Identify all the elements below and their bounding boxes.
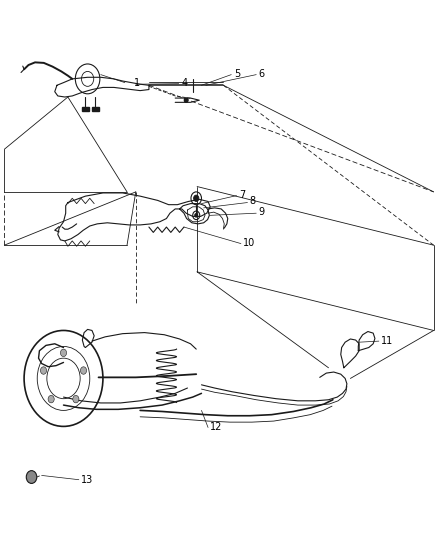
- Circle shape: [81, 367, 87, 374]
- Bar: [92, 107, 99, 111]
- Text: 13: 13: [81, 475, 93, 484]
- Circle shape: [194, 195, 199, 201]
- Text: 1: 1: [134, 78, 140, 87]
- Circle shape: [60, 349, 67, 357]
- Text: 10: 10: [243, 238, 255, 247]
- Bar: [82, 107, 89, 111]
- Circle shape: [40, 367, 46, 374]
- Text: 8: 8: [250, 197, 256, 206]
- Circle shape: [195, 214, 198, 217]
- Text: 5: 5: [234, 69, 240, 78]
- Circle shape: [26, 471, 37, 483]
- Text: 11: 11: [381, 336, 393, 346]
- Circle shape: [48, 395, 54, 403]
- Text: 9: 9: [258, 207, 265, 217]
- Text: 4: 4: [182, 78, 188, 87]
- Circle shape: [184, 98, 188, 102]
- Text: 7: 7: [239, 190, 245, 199]
- Text: 12: 12: [210, 423, 223, 432]
- Circle shape: [73, 395, 79, 403]
- Text: 6: 6: [258, 69, 265, 78]
